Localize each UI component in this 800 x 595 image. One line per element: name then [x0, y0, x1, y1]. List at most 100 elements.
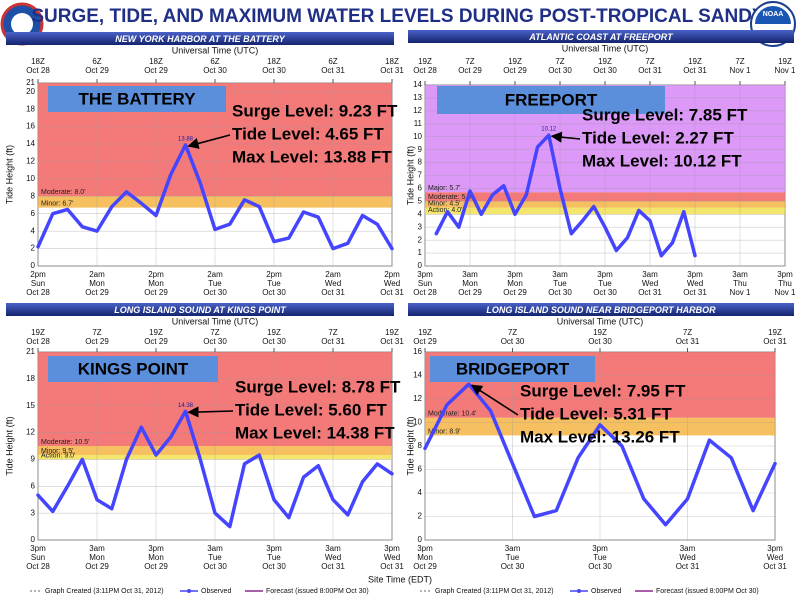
x2-tick-label-line: 19Z: [31, 328, 45, 337]
x2-tick-label-line: 7Z: [210, 328, 219, 337]
flood-level-label: Moderate: 10.4': [428, 411, 476, 418]
y-tick-label: 5: [418, 196, 423, 205]
y-tick-label: 14: [413, 371, 422, 380]
y-tick-label: 9: [31, 455, 36, 464]
level-annotation: Max Level: 14.38 FT: [235, 423, 395, 442]
y-tick-label: 12: [26, 157, 35, 166]
x-tick-label-line: Oct 30: [262, 562, 286, 571]
x-tick-label-line: Wed: [325, 279, 341, 288]
flood-level-label: Minor: 8.9': [428, 428, 460, 435]
station-name: THE BATTERY: [78, 89, 196, 108]
x-tick-label: 3pm Tue Oct 30: [593, 270, 617, 297]
x-tick-label-line: Oct 31: [380, 562, 404, 571]
x2-tick-label-line: Oct 29: [144, 66, 168, 75]
arrow: [470, 384, 519, 416]
x2-tick-label-line: 19Z: [688, 57, 702, 66]
x-tick-label: 3pm Wed Oct 31: [763, 544, 787, 571]
x2-tick-label-line: Oct 29: [458, 66, 482, 75]
x-tick-label-line: 3pm: [266, 544, 282, 553]
flood-level-label: Moderate: 5.0': [428, 194, 473, 201]
x-tick-label-line: Oct 31: [321, 288, 345, 297]
x2-tick-label-line: 7Z: [92, 328, 101, 337]
x2-tick-label: 19Z Oct 29: [503, 57, 527, 75]
y-tick-label: 12: [413, 394, 422, 403]
noaa-logo-text: NOAA: [763, 11, 784, 18]
x2-tick-label-line: 18Z: [267, 57, 281, 66]
flood-level-label: Moderate: 10.5': [41, 439, 89, 446]
x-tick-label-line: Mon: [462, 279, 478, 288]
x-tick-label: 3am Wed Oct 31: [321, 544, 345, 571]
x2-tick-label: 19Z Oct 28: [413, 57, 437, 75]
observed-line: [434, 133, 697, 258]
y-tick-label: 16: [413, 347, 422, 356]
observed-line: [36, 409, 394, 529]
x-tick-label-line: 3am: [732, 270, 748, 279]
x2-tick-label: 19Z Oct 31: [683, 57, 707, 75]
x2-tick-label-line: 6Z: [92, 57, 101, 66]
y-tick-label: 14: [26, 139, 35, 148]
x-tick-label-line: Oct 31: [638, 288, 662, 297]
x2-tick-label-line: Oct 31: [676, 337, 700, 346]
x-tick-label-line: 3am: [462, 270, 478, 279]
x-tick-label: 3am Tue Oct 30: [548, 270, 572, 297]
chart-title: ATLANTIC COAST AT FREEPORT: [528, 32, 674, 42]
level-annotation: Tide Level: 4.65 FT: [232, 124, 384, 143]
x2-tick-label-line: 19Z: [778, 57, 792, 66]
y-axis-label: Tide Height (ft): [4, 145, 14, 204]
level-annotation: Surge Level: 8.78 FT: [235, 377, 401, 396]
x2-tick-label: 19Z Oct 30: [593, 57, 617, 75]
y-tick-label: 18: [26, 374, 35, 383]
y-tick-label: 1: [418, 248, 423, 257]
y-tick-label: 10: [26, 174, 35, 183]
x-tick-label-line: 2pm: [148, 270, 164, 279]
x2-tick-label-line: 6Z: [328, 57, 337, 66]
x-tick-label-line: Oct 30: [203, 562, 227, 571]
x2-tick-label-line: 7Z: [555, 57, 564, 66]
x-tick-label-line: 3am: [89, 544, 105, 553]
x-tick-label-line: 3pm: [777, 270, 793, 279]
x2-tick-label: 7Z Oct 30: [501, 328, 525, 346]
y-tick-label: 11: [414, 119, 423, 128]
x-tick-label-line: Oct 31: [380, 288, 404, 297]
x-tick-label: 2pm Mon Oct 29: [144, 270, 168, 297]
flood-level-label: Minor: 6.7': [41, 200, 73, 207]
x-tick-label-line: Oct 29: [144, 288, 168, 297]
x-tick-label-line: Oct 30: [501, 562, 525, 571]
y-tick-label: 4: [31, 226, 36, 235]
x-tick-label-line: Mon: [89, 279, 105, 288]
y-tick-label: 12: [413, 106, 422, 115]
x2-tick-label: 18Z Oct 30: [262, 57, 286, 75]
x-tick-label-line: Wed: [384, 553, 400, 562]
y-tick-label: 6: [418, 465, 423, 474]
level-annotation: Surge Level: 7.85 FT: [582, 105, 748, 124]
flood-level-label: Action: 4.0': [428, 207, 462, 214]
y-tick-label: 16: [26, 122, 35, 131]
x2-tick-label-line: Oct 30: [593, 66, 617, 75]
x2-tick-label-line: 18Z: [149, 57, 163, 66]
x-tick-label-line: Oct 31: [763, 562, 787, 571]
x-tick-label: 3am Wed Oct 31: [676, 544, 700, 571]
x-tick-label-line: 3pm: [597, 270, 613, 279]
level-annotation: Surge Level: 9.23 FT: [232, 101, 398, 120]
y-axis-label: Tide Height (ft): [405, 146, 415, 205]
x-tick-label-line: Wed: [325, 553, 341, 562]
x2-tick-label-line: Oct 28: [26, 337, 50, 346]
page-title: SURGE, TIDE, AND MAXIMUM WATER LEVELS DU…: [31, 6, 765, 27]
x-tick-label-line: Nov 1: [775, 288, 796, 297]
x-tick-label-line: Wed: [679, 553, 695, 562]
chart-title: LONG ISLAND SOUND AT KINGS POINT: [114, 305, 287, 315]
x-tick-label-line: 3am: [505, 544, 521, 553]
x-tick-label-line: 3pm: [417, 270, 433, 279]
station-name: BRIDGEPORT: [456, 359, 570, 378]
x-tick-label-line: Tue: [598, 279, 612, 288]
y-tick-label: 12: [26, 428, 35, 437]
x-tick-label-line: Oct 29: [413, 562, 437, 571]
x2-tick-label: 19Z Oct 30: [588, 328, 612, 346]
x-tick-label-line: Oct 29: [85, 288, 109, 297]
station-name: KINGS POINT: [78, 359, 189, 378]
nws-logo-inner: [11, 13, 33, 35]
x2-tick-label-line: Oct 31: [321, 66, 345, 75]
x-tick-label-line: Oct 29: [85, 562, 109, 571]
x-tick-label: 3am Wed Oct 31: [638, 270, 662, 297]
x2-tick-label: 7Z Oct 29: [458, 57, 482, 75]
